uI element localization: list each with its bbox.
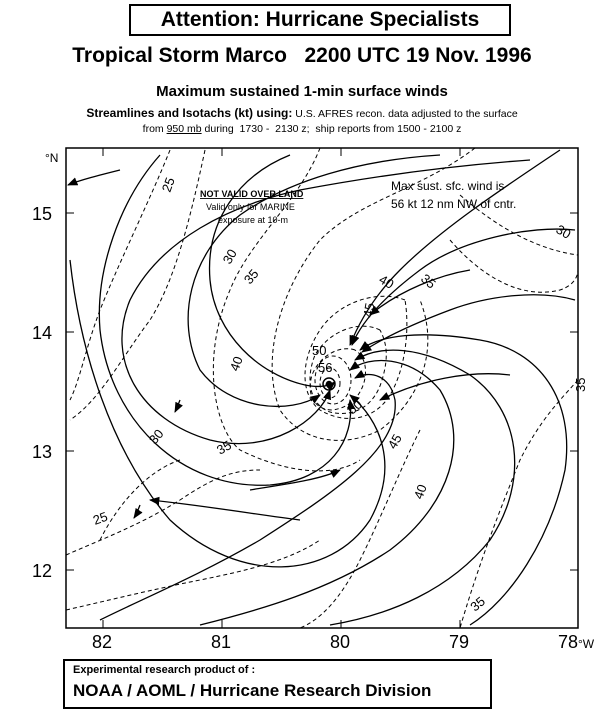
lat-tick-label: 14 (32, 323, 52, 343)
isotach-label: 35 (418, 271, 439, 292)
isotach-label: 30 (554, 222, 574, 242)
lon-tick-label: 78 (558, 632, 578, 652)
max-wind-note: Max sust. sfc. wind is 56 kt 12 nm NW of… (391, 179, 516, 211)
isotach-label: 35 (214, 437, 234, 457)
footer-line-2: NOAA / AOML / Hurricane Research Divisio… (73, 681, 432, 700)
isotach-label: 40 (377, 272, 397, 292)
isotach-label: 40 (227, 354, 246, 373)
data-period-prefix: from (142, 123, 167, 135)
axis-labels: °N 15 14 13 12 82 81 80 79 78 °W (32, 151, 595, 652)
isotach-label: 45 (360, 302, 377, 319)
isotach-label: 25 (159, 175, 178, 194)
footer-line-1: Experimental research product of : (73, 664, 256, 676)
pressure-level: 950 mb (166, 123, 202, 135)
data-period-line: from 950 mb during 1730 - 2130 z; ship r… (0, 123, 604, 135)
lon-tick-label: 82 (92, 632, 112, 652)
data-source-line: Streamlines and Isotachs (kt) using: U.S… (0, 106, 604, 120)
isotachs (65, 147, 579, 629)
lon-tick-label: 80 (330, 632, 350, 652)
isotach-label: 50 (344, 397, 365, 418)
data-source-detail: U.S. AFRES recon. data adjusted to the s… (292, 108, 518, 120)
axis-ticks (66, 148, 578, 628)
isotach-label: 35 (241, 266, 262, 287)
max-wind-line: Max sust. sfc. wind is (391, 179, 504, 193)
notice-title: NOT VALID OVER LAND (200, 189, 304, 199)
storm-title: Tropical Storm Marco 2200 UTC 19 Nov. 19… (72, 44, 532, 67)
lat-unit-label: °N (45, 151, 58, 165)
lat-tick-label: 15 (32, 204, 52, 224)
isotach-label: 50 (312, 343, 326, 358)
isotach-label: 30 (220, 246, 240, 266)
lat-tick-label: 13 (32, 442, 52, 462)
isotach-labels: 25 30 35 40 45 50 56 30 35 35 40 25 30 3… (91, 175, 588, 614)
isotach-label: 40 (411, 482, 430, 501)
isotach-label: 35 (573, 378, 588, 392)
isotach-label: 30 (146, 426, 167, 447)
storm-center-marker (322, 377, 336, 391)
map-frame (65, 147, 579, 629)
footer-box: Experimental research product of : NOAA … (63, 659, 492, 709)
data-period-times: during 1730 - 2130 z; ship reports from … (201, 123, 462, 135)
attention-banner: Attention: Hurricane Specialists (129, 4, 511, 36)
map-subtitle: Maximum sustained 1-min surface winds (156, 83, 448, 100)
isotach-label: 35 (467, 594, 488, 615)
notice-line: exposure at 10-m (218, 215, 288, 225)
lon-unit-label: °W (578, 637, 595, 651)
notice-line: Valid only for MARINE (206, 202, 295, 212)
lon-tick-label: 79 (449, 632, 469, 652)
lat-tick-label: 12 (32, 561, 52, 581)
max-wind-line: 56 kt 12 nm NW of cntr. (391, 197, 516, 211)
isotach-label: 25 (91, 509, 110, 528)
isotach-label: 45 (385, 431, 405, 451)
isotach-label: 56 (318, 360, 332, 375)
land-notice: NOT VALID OVER LAND Valid only for MARIN… (200, 189, 304, 225)
streamlines (67, 149, 576, 626)
data-source-bold: Streamlines and Isotachs (kt) using: (86, 106, 293, 120)
lon-tick-label: 81 (211, 632, 231, 652)
